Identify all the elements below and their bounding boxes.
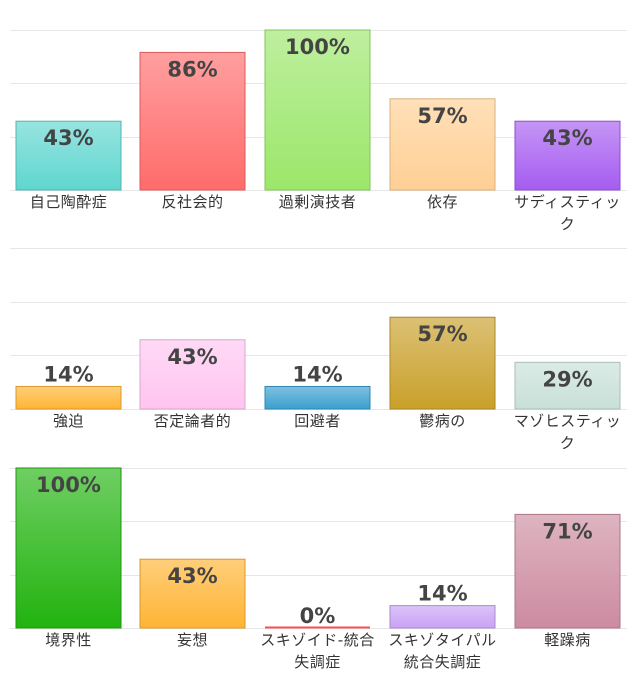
bar bbox=[514, 513, 621, 629]
bar bbox=[15, 467, 122, 629]
category-label: 過剰演技者 bbox=[278, 193, 357, 211]
bar bbox=[139, 51, 246, 191]
bar bbox=[389, 316, 496, 410]
category-label: 軽躁病 bbox=[544, 631, 591, 649]
category-label: スキゾイド-統合失調症 bbox=[260, 631, 375, 671]
category-label: 否定論者的 bbox=[153, 412, 232, 430]
bar bbox=[264, 29, 371, 191]
data-label: 100% bbox=[285, 35, 350, 59]
bar bbox=[15, 120, 122, 191]
category-label: スキゾタイパル統合失調症 bbox=[388, 631, 497, 671]
bar bbox=[264, 385, 371, 410]
bar bbox=[139, 339, 246, 410]
category-label: マゾヒスティック bbox=[513, 412, 622, 452]
data-label: 100% bbox=[36, 473, 101, 497]
category-label: 依存 bbox=[426, 193, 458, 211]
category-label: 妄想 bbox=[176, 631, 208, 649]
category-label: 鬱病の bbox=[419, 412, 466, 430]
data-label: 43% bbox=[167, 564, 217, 588]
data-label: 14% bbox=[417, 582, 467, 606]
category-label: 強迫 bbox=[52, 412, 84, 430]
data-label: 57% bbox=[417, 322, 467, 346]
category-label: 自己陶酔症 bbox=[29, 193, 108, 211]
gridlines-2 bbox=[10, 248, 627, 410]
data-label: 43% bbox=[542, 126, 592, 150]
data-label: 43% bbox=[167, 345, 217, 369]
data-label: 71% bbox=[542, 519, 592, 543]
bar bbox=[514, 120, 621, 191]
bar bbox=[389, 605, 496, 629]
bar bbox=[139, 558, 246, 629]
bar bbox=[514, 361, 621, 410]
category-label: サディスティック bbox=[514, 193, 621, 233]
bar bbox=[389, 98, 496, 191]
data-label: 14% bbox=[292, 362, 342, 386]
data-label: 29% bbox=[542, 367, 592, 391]
data-label: 14% bbox=[43, 362, 93, 386]
category-label: 回避者 bbox=[294, 412, 341, 430]
data-label: 43% bbox=[43, 126, 93, 150]
data-label: 0% bbox=[300, 604, 336, 628]
category-label: 反社会的 bbox=[161, 193, 224, 211]
data-label: 86% bbox=[167, 57, 217, 81]
data-label: 57% bbox=[417, 104, 467, 128]
category-label: 境界性 bbox=[45, 631, 92, 649]
bar bbox=[15, 385, 122, 410]
